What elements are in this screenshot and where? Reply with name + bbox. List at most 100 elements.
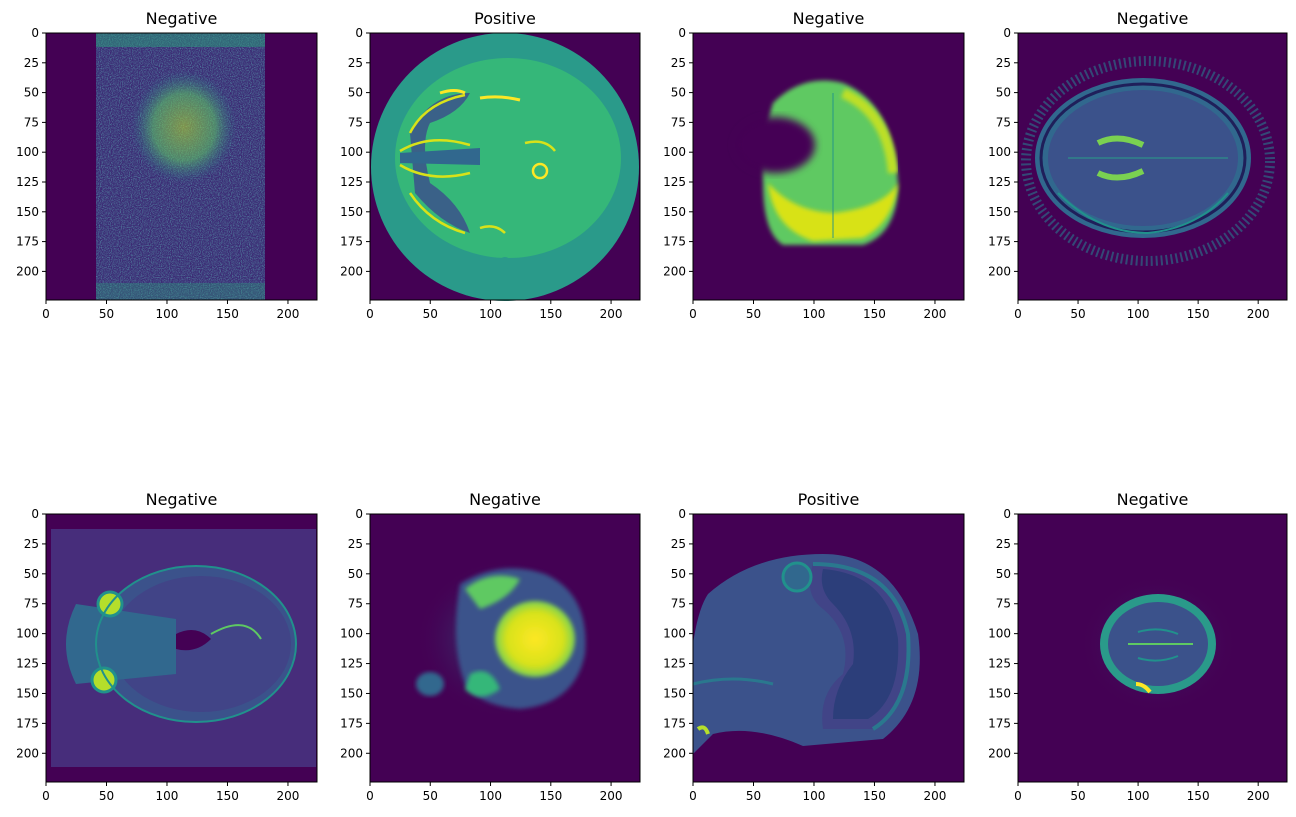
panel-2-image xyxy=(370,33,640,301)
panel-3-xtick-label: 200 xyxy=(924,307,947,321)
panel-8-title: Negative xyxy=(1117,490,1189,509)
panel-2-ytick-label: 0 xyxy=(355,26,363,40)
panel-3-xtick-label: 150 xyxy=(863,307,886,321)
panel-5-ytick-label: 75 xyxy=(24,597,39,611)
panel-8-ytick-label: 150 xyxy=(988,686,1011,700)
panel-2-title: Positive xyxy=(474,9,536,28)
panel-7-xtick-label: 200 xyxy=(924,789,947,803)
panel-7-ytick-label: 100 xyxy=(663,627,686,641)
panel-5-ytick-label: 175 xyxy=(16,716,39,730)
panel-5-ytick-label: 200 xyxy=(16,746,39,760)
panel-8-xtick-label: 150 xyxy=(1187,789,1210,803)
panel-1-ytick-label: 175 xyxy=(16,235,39,249)
panel-6-ytick-label: 75 xyxy=(348,597,363,611)
panel-8-frame xyxy=(1017,513,1288,783)
panel-7-ytick-label: 25 xyxy=(671,537,686,551)
panel-5-ytick-label: 125 xyxy=(16,657,39,671)
panel-2-ytick-label: 75 xyxy=(348,115,363,129)
panel-6-ytick-label: 50 xyxy=(348,567,363,581)
panel-8-ytick-label: 25 xyxy=(996,537,1011,551)
panel-7-ytick-label: 150 xyxy=(663,686,686,700)
panel-1 xyxy=(45,32,318,301)
panel-3-xtick-label: 100 xyxy=(803,307,826,321)
panel-8-ytick-label: 50 xyxy=(996,567,1011,581)
panel-4-ytick-label: 50 xyxy=(996,86,1011,100)
panel-2-xtick-label: 200 xyxy=(600,307,623,321)
panel-6-ytick-label: 125 xyxy=(340,657,363,671)
panel-3-axes: Negative 0 50 100 150 200 0 25 50 75 100 125 150 175 2… xyxy=(663,9,946,321)
panel-2-ytick-label: 125 xyxy=(340,175,363,189)
panel-6-xtick-label: 100 xyxy=(479,789,502,803)
panel-5 xyxy=(45,513,318,783)
panel-3-xtick-label: 50 xyxy=(746,307,761,321)
panel-8-ytick-label: 175 xyxy=(988,716,1011,730)
panel-3-ytick-label: 125 xyxy=(663,175,686,189)
panel-1-title: Negative xyxy=(146,9,218,28)
panel-7-xtick-label: 100 xyxy=(803,789,826,803)
panel-1-axes: Negative 0 50 100 150 200 0 25 50 75 100 125 150 175 2… xyxy=(16,9,299,321)
panel-5-xtick-label: 100 xyxy=(156,789,179,803)
panel-5-image xyxy=(46,514,317,782)
panel-1-ytick-label: 75 xyxy=(24,115,39,129)
panel-3 xyxy=(692,32,965,301)
panel-8 xyxy=(1017,513,1288,783)
panel-8-xtick-label: 0 xyxy=(1014,789,1022,803)
panel-7-ytick-label: 125 xyxy=(663,657,686,671)
panel-1-frame xyxy=(45,32,318,301)
panel-1-ytick-label: 150 xyxy=(16,205,39,219)
panel-4-ytick-label: 125 xyxy=(988,175,1011,189)
panel-8-xtick-label: 100 xyxy=(1127,789,1150,803)
panel-1-xtick-label: 150 xyxy=(216,307,239,321)
panel-3-title: Negative xyxy=(793,9,865,28)
panel-8-ytick-label: 200 xyxy=(988,746,1011,760)
panel-8-ytick-label: 0 xyxy=(1003,507,1011,521)
panel-6-ytick-label: 0 xyxy=(355,507,363,521)
panel-1-ytick-label: 125 xyxy=(16,175,39,189)
panel-4-image xyxy=(1018,33,1287,300)
panel-3-ytick-label: 175 xyxy=(663,235,686,249)
panel-5-ytick-label: 0 xyxy=(31,507,39,521)
panel-7-ytick-label: 75 xyxy=(671,597,686,611)
panel-1-xtick-label: 200 xyxy=(277,307,300,321)
panel-7-ytick-label: 200 xyxy=(663,746,686,760)
panel-6-title: Negative xyxy=(469,490,541,509)
panel-4-frame xyxy=(1017,32,1288,301)
panel-8-ytick-label: 75 xyxy=(996,597,1011,611)
panel-5-xtick-label: 200 xyxy=(277,789,300,803)
panel-5-xtick-label: 150 xyxy=(216,789,239,803)
panel-4-xtick-label: 200 xyxy=(1247,307,1270,321)
panel-8-ytick-label: 125 xyxy=(988,657,1011,671)
panel-4-axes: Negative 0 50 100 150 200 0 25 50 75 100 125 150 175 2… xyxy=(988,9,1270,321)
panel-4-ytick-label: 200 xyxy=(988,264,1011,278)
panel-4-xtick-label: 150 xyxy=(1187,307,1210,321)
panel-7-axes: Positive 0 50 100 150 200 0 25 50 75 100 125 150 175 2… xyxy=(663,490,946,803)
panel-7-xtick-label: 150 xyxy=(863,789,886,803)
panel-7-frame xyxy=(692,513,965,783)
panel-8-axes: Negative 0 50 100 150 200 0 25 50 75 100 125 150 175 2… xyxy=(988,490,1270,803)
panel-6-axes: Negative 0 50 100 150 200 0 25 50 75 100 125 150 175 2… xyxy=(340,490,622,803)
panel-4-xtick-label: 0 xyxy=(1014,307,1022,321)
panel-6-ytick-label: 200 xyxy=(340,746,363,760)
panel-5-frame xyxy=(45,513,318,783)
panel-2-xtick-label: 0 xyxy=(366,307,374,321)
panel-1-xtick-label: 0 xyxy=(42,307,50,321)
panel-6 xyxy=(369,513,641,783)
panel-3-ytick-label: 50 xyxy=(671,86,686,100)
panel-7-ytick-label: 175 xyxy=(663,716,686,730)
panel-7-xtick-label: 50 xyxy=(746,789,761,803)
panel-4-ytick-label: 0 xyxy=(1003,26,1011,40)
panel-1-ytick-label: 25 xyxy=(24,56,39,70)
panel-6-xtick-label: 50 xyxy=(423,789,438,803)
panel-8-xtick-label: 200 xyxy=(1247,789,1270,803)
panel-3-ytick-label: 75 xyxy=(671,115,686,129)
panel-4-ytick-label: 150 xyxy=(988,205,1011,219)
panel-2-xtick-label: 100 xyxy=(479,307,502,321)
panel-4-xtick-label: 50 xyxy=(1070,307,1085,321)
panel-2-frame xyxy=(369,32,641,301)
panel-7-ytick-label: 0 xyxy=(678,507,686,521)
panel-3-ytick-label: 200 xyxy=(663,264,686,278)
panel-5-axes: Negative 0 50 100 150 200 0 25 50 75 100 125 150 175 2… xyxy=(16,490,299,803)
panel-8-xtick-label: 50 xyxy=(1070,789,1085,803)
panel-2-ytick-label: 150 xyxy=(340,205,363,219)
